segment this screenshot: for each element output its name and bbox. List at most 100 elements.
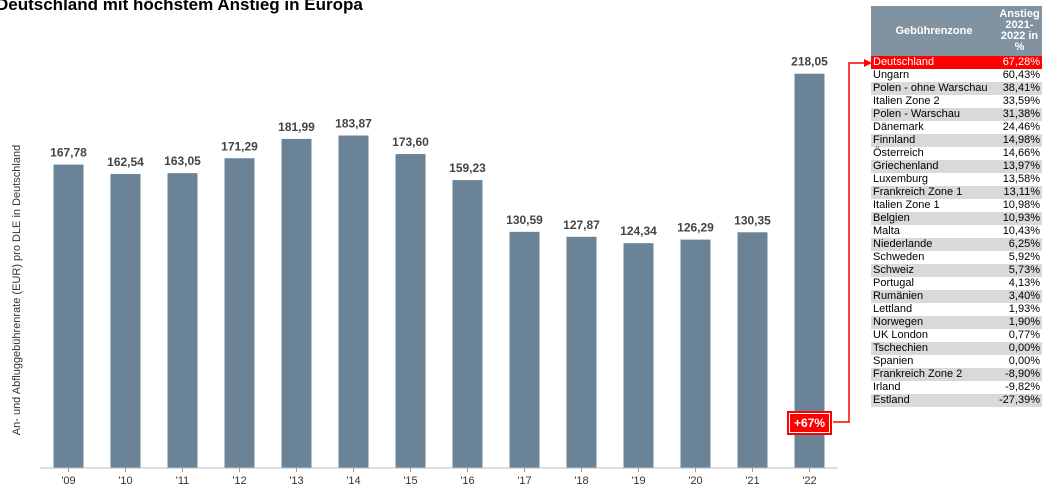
bar-value-label: 130,59 <box>506 213 543 227</box>
zone-name-cell: Deutschland <box>871 56 997 69</box>
bar-chart: 167,78 '09 162,54 '10 163,05 '11 171,29 '12 181,… <box>40 55 838 486</box>
x-tick-label: '11 <box>176 475 190 486</box>
bar-value-label: 218,05 <box>791 55 828 69</box>
zone-name-cell: Irland <box>873 381 901 393</box>
fee-zone-table: Gebührenzone Anstieg 2021-2022 in % Deut… <box>871 6 1042 407</box>
table-row: Luxemburg 13,58% <box>871 173 1042 186</box>
table-row: Frankreich Zone 1 13,11% <box>871 186 1042 199</box>
bar <box>224 158 255 468</box>
table-row: Schweiz 5,73% <box>871 264 1042 277</box>
table-row: Deutschland 67,28% <box>871 56 1042 69</box>
increase-value-cell: 1,93% <box>1008 303 1040 315</box>
bar-value-label: 127,87 <box>563 218 600 232</box>
table-row: Tschechien 0,00% <box>871 342 1042 355</box>
header-increase: Anstieg 2021-2022 in % <box>997 6 1042 56</box>
bar <box>509 231 540 468</box>
bar <box>167 173 198 468</box>
table-row: Lettland 1,93% <box>871 303 1042 316</box>
table-row: Irland -9,82% <box>871 381 1042 394</box>
increase-value-cell: 13,11% <box>997 186 1042 199</box>
table-row: UK London 0,77% <box>871 329 1042 342</box>
bar-value-label: 173,60 <box>392 135 429 149</box>
increase-value-cell: 10,98% <box>1002 199 1040 211</box>
x-tick-label: '19 <box>631 475 645 486</box>
bar-value-label: 163,05 <box>164 154 201 168</box>
bar <box>623 243 654 468</box>
bar-value-label: 171,29 <box>221 139 258 153</box>
zone-name-cell: Malta <box>873 225 900 237</box>
x-tick-label: '20 <box>688 475 702 486</box>
bar <box>281 138 312 468</box>
increase-value-cell: 0,00% <box>997 342 1042 355</box>
zone-name-cell: Belgien <box>871 212 997 225</box>
header-increase-label: Anstieg 2021-2022 in % <box>999 8 1040 53</box>
bar <box>338 135 369 468</box>
increase-value-cell: 3,40% <box>997 290 1042 303</box>
zone-name-cell: UK London <box>873 329 929 341</box>
zone-name-cell: Schweiz <box>871 264 997 277</box>
x-tick-label: '14 <box>346 475 360 486</box>
bar <box>566 236 597 468</box>
zone-name-cell: Luxemburg <box>873 173 929 185</box>
increase-badge: +67% <box>787 411 832 435</box>
table-row: Belgien 10,93% <box>871 212 1042 225</box>
bar <box>110 174 141 469</box>
zone-name-cell: Österreich <box>873 147 924 159</box>
bar <box>737 232 768 468</box>
increase-value-cell: 10,43% <box>1002 225 1040 237</box>
bar <box>680 239 711 468</box>
x-tick-label: '22 <box>802 475 816 486</box>
zone-name-cell: Frankreich Zone 1 <box>871 186 997 199</box>
x-tick-label: '17 <box>517 475 531 486</box>
table-row: Dänemark 24,46% <box>871 121 1042 134</box>
increase-value-cell: 38,41% <box>997 82 1042 95</box>
increase-value-cell: 10,93% <box>997 212 1042 225</box>
table-row: Polen - ohne Warschau 38,41% <box>871 82 1042 95</box>
bar-value-label: 124,34 <box>620 224 657 238</box>
zone-name-cell: Frankreich Zone 2 <box>871 368 997 381</box>
table-row: Griechenland 13,97% <box>871 160 1042 173</box>
table-row: Ungarn 60,43% <box>871 69 1042 82</box>
chart-title: Deutschland mit höchstem Anstieg in Euro… <box>0 0 363 14</box>
x-tick-label: '21 <box>745 475 759 486</box>
zone-name-cell: Tschechien <box>871 342 997 355</box>
increase-value-cell: 31,38% <box>997 108 1042 121</box>
connector-arrowhead <box>864 59 872 67</box>
zone-name-cell: Polen - Warschau <box>871 108 997 121</box>
bar-value-label: 183,87 <box>335 117 372 131</box>
x-tick-label: '13 <box>289 475 303 486</box>
zone-name-cell: Polen - ohne Warschau <box>871 82 997 95</box>
table-body: Deutschland 67,28% Ungarn 60,43% Polen - ohn… <box>871 56 1042 407</box>
increase-value-cell: -27,39% <box>997 394 1042 407</box>
increase-value-cell: 13,58% <box>1002 173 1040 185</box>
increase-value-cell: 5,73% <box>997 264 1042 277</box>
bar-value-label: 167,78 <box>50 146 87 160</box>
x-tick-label: '09 <box>61 475 75 486</box>
zone-name-cell: Italien Zone 2 <box>873 95 940 107</box>
table-row: Niederlande 6,25% <box>871 238 1042 251</box>
increase-value-cell: -8,90% <box>997 368 1042 381</box>
table-row: Österreich 14,66% <box>871 147 1042 160</box>
table-row: Italien Zone 1 10,98% <box>871 199 1042 212</box>
zone-name-cell: Dänemark <box>873 121 924 133</box>
increase-value-cell: 67,28% <box>997 56 1042 69</box>
x-tick-label: '15 <box>403 475 417 486</box>
increase-value-cell: 1,90% <box>997 316 1042 329</box>
zone-name-cell: Rumänien <box>871 290 997 303</box>
connector-line <box>833 62 866 423</box>
increase-value-cell: 4,13% <box>1008 277 1040 289</box>
increase-value-cell: 0,77% <box>1008 329 1040 341</box>
table-row: Rumänien 3,40% <box>871 290 1042 303</box>
increase-value-cell: 60,43% <box>1002 69 1040 81</box>
bar-value-label: 159,23 <box>449 161 486 175</box>
increase-value-cell: 6,25% <box>997 238 1042 251</box>
table-row: Norwegen 1,90% <box>871 316 1042 329</box>
zone-name-cell: Griechenland <box>871 160 997 173</box>
increase-value-cell: 24,46% <box>1002 121 1040 133</box>
increase-value-cell: 33,59% <box>1002 95 1040 107</box>
increase-value-cell: 0,00% <box>1008 355 1040 367</box>
increase-value-cell: -9,82% <box>1005 381 1040 393</box>
header-fee-zone: Gebührenzone <box>871 6 997 56</box>
zone-name-cell: Spanien <box>873 355 914 367</box>
